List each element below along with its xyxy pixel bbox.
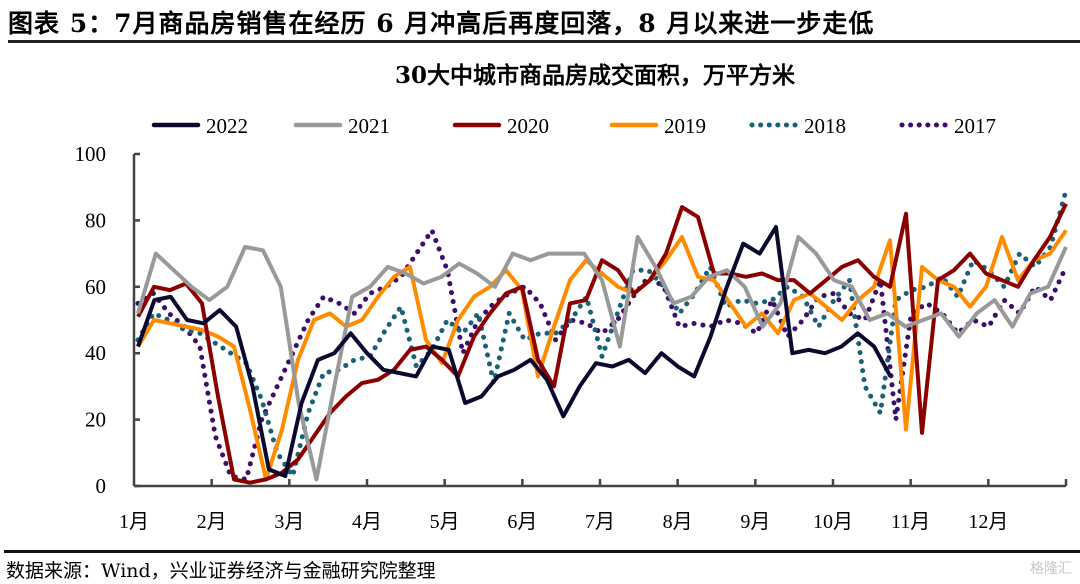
- x-tick-label: 1月: [119, 511, 149, 533]
- source-note: 数据来源：Wind，兴业证券经济与金融研究院整理: [6, 560, 436, 582]
- y-tick-label: 0: [96, 474, 107, 498]
- legend: 2022 2021 2020 2019 2018 2017: [151, 114, 996, 138]
- figure-title: 图表 5：7月商品房销售在经历 6 月冲高后再度回落，8 月以来进一步走低: [8, 9, 875, 38]
- legend-item-2022: 2022: [151, 114, 248, 138]
- series-line-2020: [136, 202, 1068, 485]
- series-2018: [135, 188, 1069, 483]
- watermark: 格隆汇: [1030, 561, 1072, 577]
- source-rule: [4, 550, 1080, 553]
- x-tick-label: 11月: [891, 511, 930, 533]
- legend-label: 2019: [664, 114, 706, 138]
- series-2020: [136, 202, 1068, 485]
- x-tick-label: 6月: [507, 511, 537, 533]
- x-tick-label: 3月: [274, 511, 304, 533]
- legend-label: 2022: [206, 114, 248, 138]
- series-group: [135, 188, 1069, 485]
- legend-item-2020: 2020: [452, 114, 549, 138]
- legend-label: 2017: [954, 114, 996, 138]
- x-tick-label: 2月: [197, 511, 227, 533]
- legend-label: 2021: [348, 114, 390, 138]
- y-tick-label: 80: [85, 208, 106, 232]
- y-tick-label: 60: [85, 275, 106, 299]
- x-tick-label: 4月: [352, 511, 382, 533]
- legend-item-2019: 2019: [609, 114, 706, 138]
- x-tick-label: 8月: [663, 511, 693, 533]
- chart-title: 30大中城市商品房成交面积，万平方米: [394, 62, 795, 89]
- series-2019: [136, 229, 1068, 482]
- series-line-2018: [135, 188, 1069, 483]
- y-tick-label: 20: [85, 408, 106, 432]
- x-tick-label: 7月: [585, 511, 615, 533]
- legend-label: 2020: [507, 114, 549, 138]
- title-rule: [8, 40, 1080, 43]
- y-tick-label: 40: [85, 341, 106, 365]
- x-axis: 1月 2月 3月 4月 5月 6月 7月 8月 9月 10月 11月 12月: [119, 479, 1068, 533]
- x-tick-label: 5月: [430, 511, 460, 533]
- legend-item-2017: 2017: [899, 114, 996, 138]
- series-line-2022: [136, 225, 893, 479]
- series-2021: [136, 235, 1068, 482]
- x-tick-label: 12月: [968, 511, 1008, 533]
- series-line-2021: [136, 235, 1068, 482]
- y-axis: 0 20 40 60 80 100: [75, 142, 140, 498]
- series-2022: [136, 225, 893, 479]
- legend-label: 2018: [804, 114, 846, 138]
- legend-item-2018: 2018: [749, 114, 846, 138]
- y-tick-label: 100: [75, 142, 107, 166]
- series-line-2019: [136, 229, 1068, 482]
- x-tick-label: 10月: [813, 511, 853, 533]
- x-tick-label: 9月: [740, 511, 770, 533]
- legend-item-2021: 2021: [293, 114, 390, 138]
